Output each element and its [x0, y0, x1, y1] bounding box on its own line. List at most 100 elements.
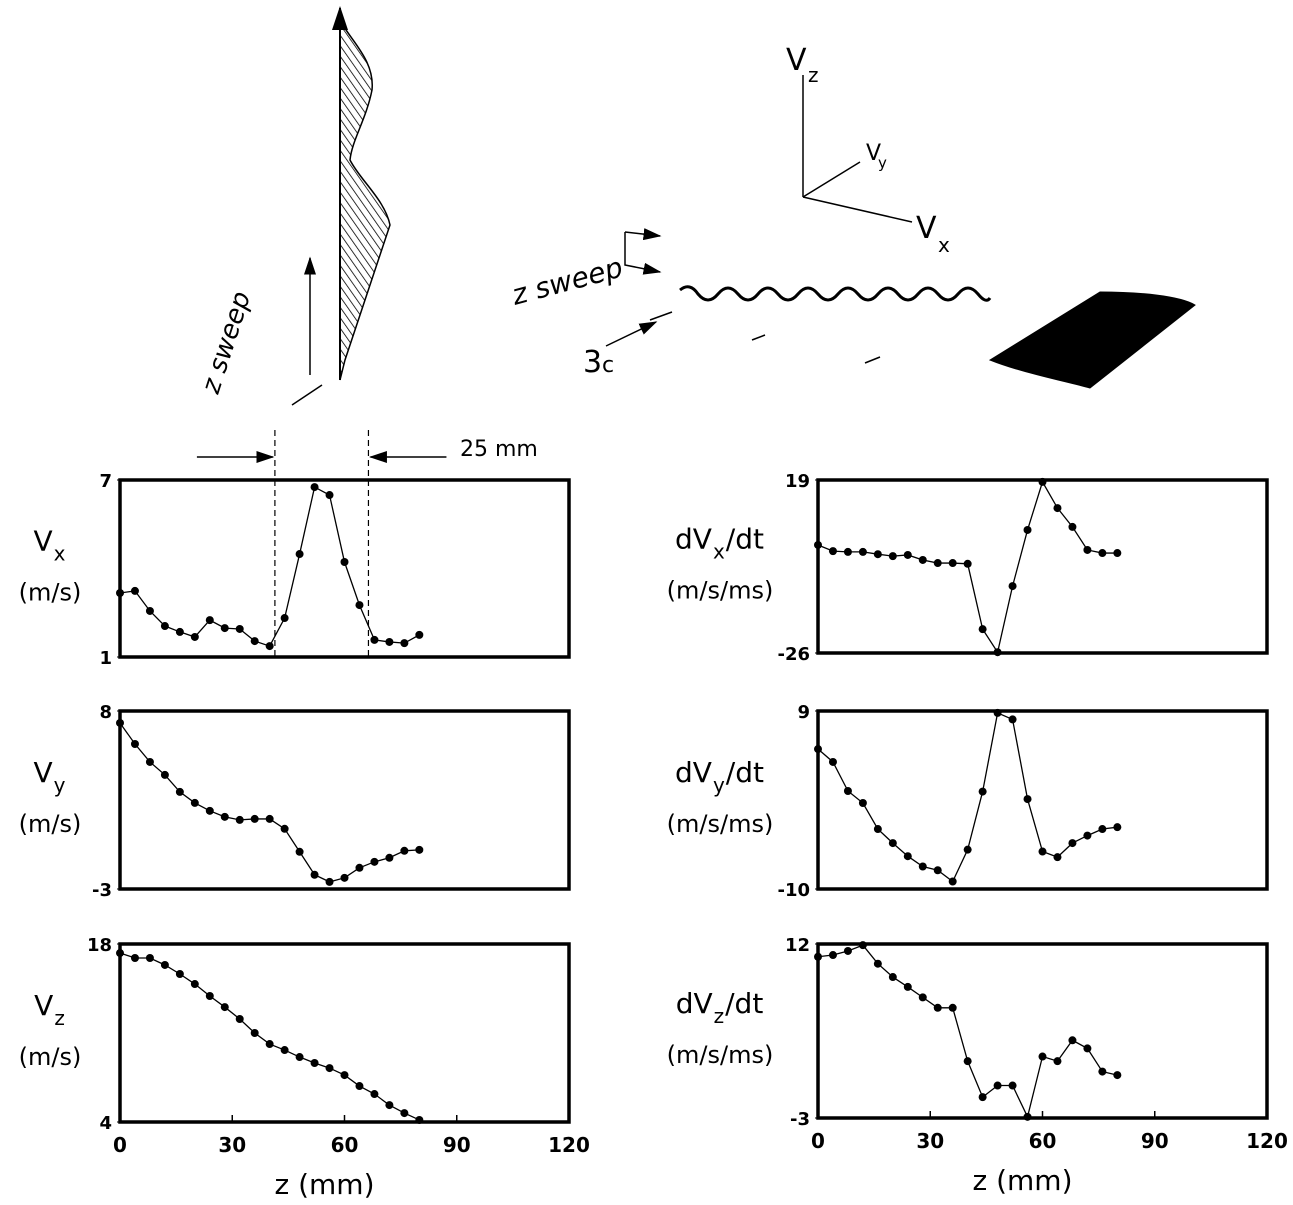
x-tick-label: 90 [443, 1133, 471, 1157]
data-point [1113, 549, 1122, 558]
data-point [385, 637, 394, 646]
y-axis-label-sub: y [713, 773, 725, 797]
data-point [400, 846, 409, 855]
annotation: 25 mm [460, 437, 538, 462]
data-point [1083, 545, 1092, 554]
data-point [280, 614, 289, 623]
data-point [265, 814, 274, 823]
data-point [963, 1057, 972, 1066]
data-point [250, 1029, 259, 1037]
data-point [828, 951, 837, 960]
data-point [160, 622, 169, 631]
y-axis-label-part: dV [675, 523, 712, 556]
data-point [370, 857, 379, 866]
data-point [978, 625, 987, 634]
panel: -3 8 V y (m/s) [19, 702, 571, 901]
data-point [993, 1081, 1002, 1090]
data-point [858, 798, 867, 807]
y-tick-label: 19 [785, 471, 810, 492]
data-point [190, 632, 199, 641]
data-point [933, 866, 942, 875]
data-point [370, 635, 379, 644]
data-point [1068, 839, 1077, 848]
data-point [355, 601, 364, 610]
data-point [295, 1053, 304, 1062]
data-point [963, 559, 972, 568]
data-point [340, 558, 349, 567]
data-point [1068, 522, 1077, 531]
data-point [205, 806, 214, 815]
y-axis-unit: (m/s) [19, 810, 82, 838]
y-axis-label-part: V [34, 989, 53, 1022]
sweep-label: z sweep [507, 251, 626, 312]
data-point [130, 953, 139, 962]
plot-frame [816, 709, 1269, 891]
plot-frame [816, 942, 1269, 1120]
y-tick-label: -3 [92, 880, 112, 901]
data-point [978, 1093, 987, 1102]
data-point [843, 946, 852, 955]
data-point [130, 586, 139, 595]
data-point [220, 812, 229, 821]
data-point [828, 757, 837, 766]
left-diagram: z sweep [196, 6, 391, 406]
y-axis-unit: (m/s/ms) [667, 810, 774, 838]
y-axis-label-part: /dt [725, 987, 763, 1020]
data-point [130, 740, 139, 749]
distance-label-sub: c [602, 353, 614, 378]
y-tick-label: -3 [790, 1109, 810, 1130]
data-point [1098, 825, 1107, 834]
data-point [1008, 715, 1017, 724]
y-tick-label: -26 [777, 644, 810, 665]
data-point [325, 877, 334, 886]
data-point [265, 642, 274, 651]
plot-frame [816, 478, 1269, 655]
y-tick-label: 18 [87, 935, 112, 956]
y-tick-label: -10 [777, 880, 810, 901]
y-axis-label-sub: x [54, 542, 66, 566]
y-tick-label: 4 [99, 1113, 112, 1134]
data-point [1008, 582, 1017, 591]
data-point [1098, 549, 1107, 558]
x-tick-label: 0 [811, 1129, 825, 1153]
y-tick-label: 9 [797, 702, 810, 723]
data-point [190, 980, 199, 989]
data-point [355, 1082, 364, 1091]
y-axis-label: dV x/dt [675, 523, 764, 564]
data-line [817, 711, 1118, 883]
data-point [1023, 525, 1032, 534]
data-point [400, 1109, 409, 1118]
data-point [1068, 1036, 1077, 1045]
data-point [340, 1071, 349, 1080]
data-point [1083, 1044, 1092, 1053]
x-axis-label: z (mm) [973, 1164, 1073, 1197]
data-point [205, 616, 214, 625]
x-tick-label: 60 [331, 1133, 359, 1157]
data-point [385, 1101, 394, 1110]
data-point [1098, 1067, 1107, 1076]
data-point [888, 973, 897, 982]
data-point [1038, 1052, 1047, 1061]
plot-frame [118, 478, 571, 659]
data-point [843, 787, 852, 796]
y-axis-label-part: /dt [726, 523, 764, 556]
y-axis-unit: (m/s/ms) [667, 1041, 774, 1069]
data-point [903, 852, 912, 861]
data-point [843, 547, 852, 556]
data-point [250, 814, 259, 823]
data-point [415, 630, 424, 639]
data-point [325, 1064, 334, 1073]
data-point [978, 787, 987, 796]
data-point [415, 845, 424, 854]
data-point [1023, 795, 1032, 804]
x-tick-label: 60 [1029, 1129, 1057, 1153]
data-point [220, 624, 229, 633]
y-axis-label-sub: z [714, 1004, 725, 1028]
panel: -26 19 dV x/dt (m/s/ms) [667, 471, 1269, 665]
data-point [250, 637, 259, 646]
y-tick-label: 8 [99, 702, 112, 723]
data-point [310, 483, 319, 492]
data-point [1053, 1057, 1062, 1066]
